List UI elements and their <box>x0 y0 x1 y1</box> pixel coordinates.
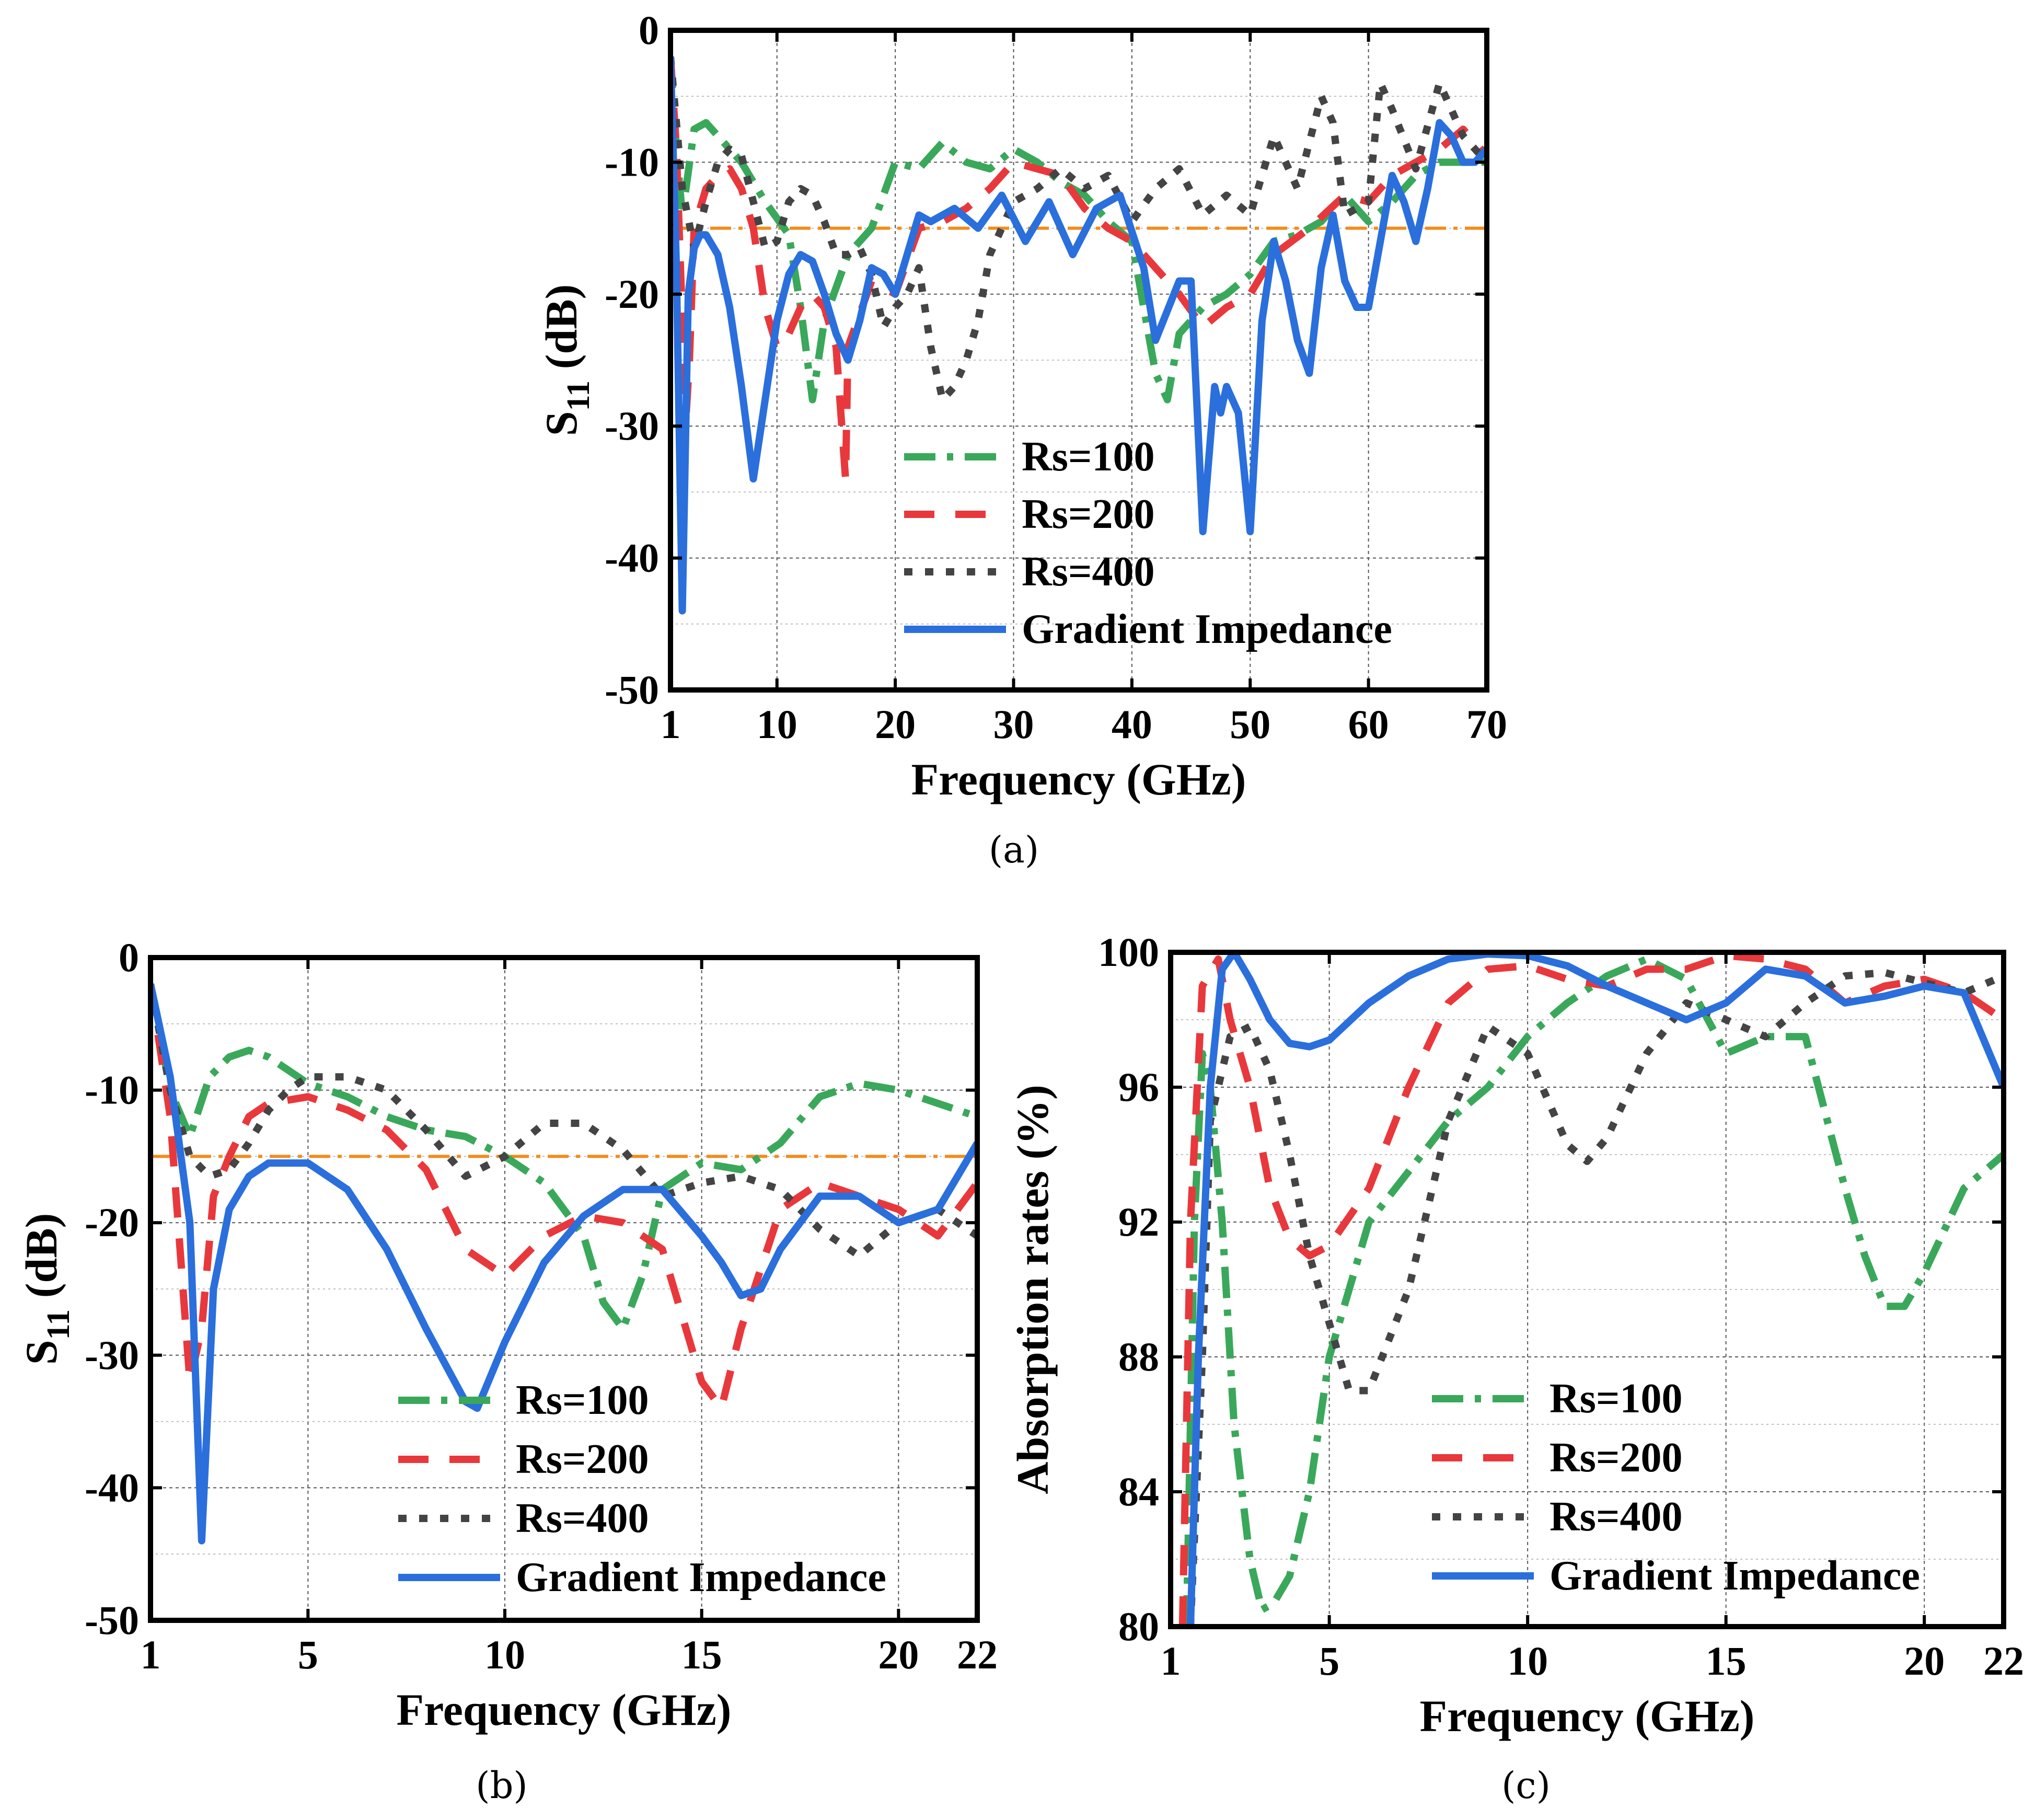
legend-label: Rs=200 <box>1550 1435 1683 1481</box>
x-tick-label: 20 <box>1904 1638 1945 1684</box>
y-tick-label: 96 <box>1118 1064 1159 1110</box>
legend-label: Gradient Impedance <box>1022 606 1392 652</box>
series-line-gradient-impedance <box>151 983 977 1545</box>
y-tick-label: 84 <box>1118 1469 1159 1514</box>
x-tick-label: 10 <box>484 1632 525 1677</box>
y-tick-label: -30 <box>85 1332 139 1378</box>
x-tick-label: 1 <box>1161 1638 1181 1684</box>
y-axis-label-main: S <box>536 411 586 436</box>
y-tick-label: 80 <box>1118 1604 1159 1649</box>
x-tick-label: 15 <box>681 1632 722 1677</box>
y-axis-label-subscript: 11 <box>41 1309 76 1340</box>
legend-label: Gradient Impedance <box>516 1554 886 1600</box>
series-group <box>151 983 977 1545</box>
legend-label: Gradient Impedance <box>1550 1553 1920 1599</box>
y-tick-label: -40 <box>85 1465 139 1510</box>
y-tick-label: -50 <box>605 667 659 712</box>
gridlines <box>1171 952 2004 1627</box>
x-axis-label: Frequency (GHz) <box>911 754 1246 804</box>
y-tick-label: -20 <box>605 271 659 317</box>
ticks: 1 10 20 30 40 50 60 70 0 -10 -20 -30 -40 -50 <box>605 7 1507 747</box>
y-axis-label-unit: (dB) <box>536 284 586 381</box>
chart-a: 1 10 20 30 40 50 60 70 0 -10 -20 -30 -40 -50 Frequency… <box>536 7 1507 871</box>
x-tick-label: 20 <box>875 701 916 747</box>
ticks: 1 5 10 15 20 220-10-20-30-40-50 <box>85 935 998 1677</box>
y-tick-label: -50 <box>85 1597 139 1643</box>
series-line-rs-400 <box>151 983 977 1260</box>
legend: Rs=100 Rs=200 Rs=400 Gradient Impedance <box>398 1377 886 1600</box>
x-tick-label: 1 <box>661 701 681 747</box>
plot-frame <box>148 955 980 1623</box>
legend-label: Rs=200 <box>1022 491 1155 537</box>
y-axis-label-unit: (dB) <box>16 1213 66 1309</box>
y-axis-label-main: S <box>16 1340 66 1365</box>
legend-label: Rs=400 <box>1550 1494 1683 1540</box>
subfigure-caption: (c) <box>1501 1764 1551 1807</box>
x-tick-label: 15 <box>1706 1638 1747 1684</box>
x-tick-label: 5 <box>1319 1638 1339 1684</box>
x-tick-label: 60 <box>1348 701 1389 747</box>
x-tick-label: 20 <box>878 1632 919 1677</box>
y-tick-label: 92 <box>1118 1199 1159 1245</box>
x-tick-label: 1 <box>141 1632 161 1677</box>
x-axis-label: Frequency (GHz) <box>1420 1691 1755 1741</box>
y-axis-label-subscript: 11 <box>561 381 596 411</box>
legend-label: Rs=100 <box>516 1377 649 1423</box>
y-tick-label: -20 <box>85 1200 139 1245</box>
y-tick-label: -40 <box>605 535 659 581</box>
y-axis-label: S11 (dB) <box>16 1213 76 1365</box>
legend-label: Rs=100 <box>1022 434 1155 480</box>
series-line-rs-200 <box>151 983 977 1412</box>
y-tick-label: 100 <box>1098 929 1159 975</box>
x-tick-label: 10 <box>1507 1638 1548 1684</box>
series-line-rs-200 <box>670 56 1487 483</box>
x-tick-label: 50 <box>1230 701 1270 747</box>
x-tick-label: 5 <box>298 1632 318 1677</box>
y-tick-label: 88 <box>1118 1334 1159 1379</box>
y-tick-label: 0 <box>119 935 139 980</box>
legend-label: Rs=400 <box>1022 549 1155 595</box>
y-axis-label: Absorption rates (%) <box>1008 1085 1058 1494</box>
x-tick-label: 40 <box>1112 701 1152 747</box>
legend-label: Rs=200 <box>516 1436 649 1482</box>
x-tick-label: 22 <box>957 1632 998 1677</box>
x-tick-label: 22 <box>1983 1638 2024 1684</box>
series-line-rs-100 <box>1183 955 2004 1627</box>
y-tick-label: 0 <box>639 7 659 53</box>
y-tick-label: -10 <box>85 1067 139 1113</box>
x-tick-label: 70 <box>1466 701 1507 747</box>
x-axis-label: Frequency (GHz) <box>397 1685 732 1735</box>
series-line-rs-100 <box>151 983 977 1333</box>
y-axis-label: S11 (dB) <box>536 284 596 436</box>
x-tick-label: 10 <box>757 701 797 747</box>
legend-label: Rs=100 <box>1550 1376 1683 1422</box>
legend: Rs=100 Rs=200 Rs=400 Gradient Impedance <box>904 434 1392 652</box>
subfigure-caption: (a) <box>989 828 1039 871</box>
subfigure-caption: (b) <box>476 1764 527 1807</box>
series-line-gradient-impedance <box>670 56 1487 615</box>
plot-frame <box>668 28 1489 693</box>
legend: Rs=100 Rs=200 Rs=400 Gradient Impedance <box>1432 1376 1920 1599</box>
plot-frame <box>1168 950 2006 1629</box>
series-group <box>670 56 1487 615</box>
x-tick-label: 30 <box>993 701 1034 747</box>
y-tick-label: -30 <box>605 403 659 448</box>
y-tick-label: -10 <box>605 139 659 185</box>
legend-label: Rs=400 <box>516 1495 649 1541</box>
